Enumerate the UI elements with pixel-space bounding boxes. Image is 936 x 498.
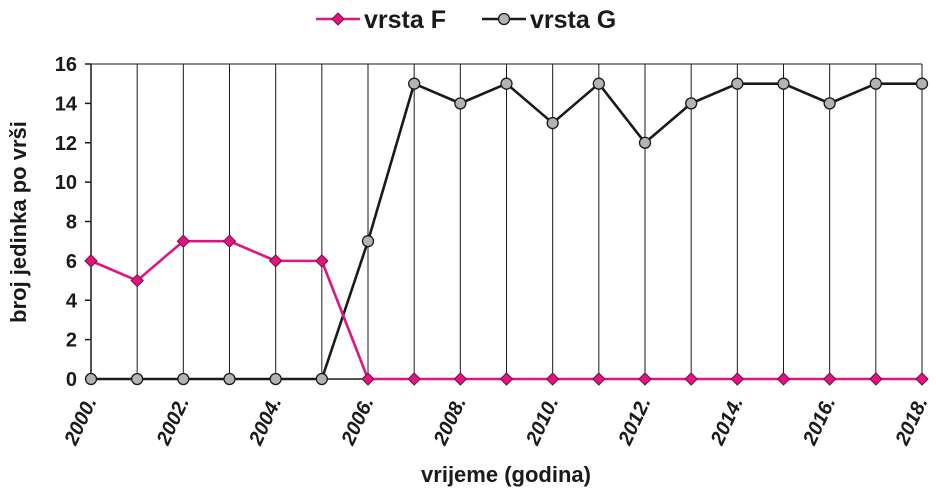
x-tick-labels: 2000. 2002. 2004. 2006. 2008. 2010. 2012. 2014.…: [60, 394, 933, 450]
data-point: [361, 235, 375, 248]
data-point: [731, 77, 744, 90]
data-point: [684, 372, 698, 386]
grid-lines: [90, 63, 923, 379]
y-tick-label: 16: [55, 54, 77, 76]
data-point: [130, 273, 144, 288]
data-point: [546, 116, 559, 130]
data-point: [777, 77, 790, 90]
data-point: [869, 372, 883, 386]
data-point: [638, 372, 652, 386]
y-tick-label: 8: [66, 212, 77, 234]
data-point: [177, 372, 190, 386]
legend-item: vrsta F: [316, 6, 446, 34]
x-tick-label: 2002.: [152, 394, 194, 450]
y-tick-label: 2: [66, 330, 77, 352]
data-point: [915, 372, 929, 386]
data-point: [545, 372, 560, 386]
data-point: [685, 97, 698, 110]
data-point: [776, 372, 791, 386]
data-point: [499, 372, 514, 386]
data-point: [315, 372, 328, 386]
data-point: [822, 372, 837, 386]
y-tick-label: 12: [55, 133, 77, 155]
data-point: [454, 97, 467, 110]
data-point: [315, 254, 329, 268]
legend-item: vrsta G: [482, 6, 616, 34]
x-tick-label: 2000.: [60, 394, 102, 450]
legend-swatch-marker: [331, 12, 345, 26]
series: [84, 77, 929, 386]
data-point: [730, 372, 745, 386]
x-tick-label: 2008.: [429, 394, 471, 450]
data-point: [222, 234, 237, 248]
x-tick-label: 2012.: [614, 394, 656, 450]
series-vrsta-F: [84, 234, 929, 386]
data-point: [223, 372, 236, 386]
x-tick-label: 2006.: [337, 394, 379, 450]
series-vrsta-G: [84, 77, 929, 386]
legend-label: vrsta G: [530, 6, 616, 34]
data-point: [408, 77, 421, 90]
data-point: [869, 77, 882, 90]
data-point: [269, 372, 282, 386]
y-tick-label: 0: [66, 369, 77, 391]
y-tick-label: 6: [66, 251, 77, 273]
data-point: [84, 372, 98, 386]
x-axis-title: vrijeme (godina): [421, 462, 591, 487]
data-point: [407, 372, 421, 386]
x-tick-label: 2014.: [706, 394, 748, 450]
data-point: [638, 136, 652, 149]
legend-label: vrsta F: [364, 6, 446, 34]
data-point: [84, 254, 98, 268]
data-point: [823, 97, 836, 110]
legend: vrsta F vrsta G: [316, 6, 616, 34]
y-tick-label: 14: [55, 93, 78, 115]
x-tick-label: 2016.: [799, 394, 841, 450]
x-tick-label: 2004.: [245, 394, 287, 450]
y-tick-labels: 0 2 4 6 8 10 12 14 16: [55, 54, 78, 391]
data-point: [453, 372, 468, 386]
y-tick-label: 10: [55, 172, 77, 194]
data-point: [176, 234, 191, 248]
legend-swatch-marker: [497, 12, 511, 26]
data-point: [131, 372, 144, 386]
data-point: [500, 77, 513, 90]
data-point: [361, 372, 375, 386]
data-point: [592, 77, 605, 90]
y-tick-label: 4: [66, 290, 78, 312]
data-point: [915, 77, 929, 90]
data-point: [268, 254, 283, 268]
x-tick-label: 2010.: [522, 394, 564, 450]
axes: [85, 63, 923, 385]
x-tick-label: 2018.: [891, 394, 933, 450]
data-point: [592, 372, 606, 386]
y-axis-title: broj jedinka po vrši: [6, 121, 31, 323]
